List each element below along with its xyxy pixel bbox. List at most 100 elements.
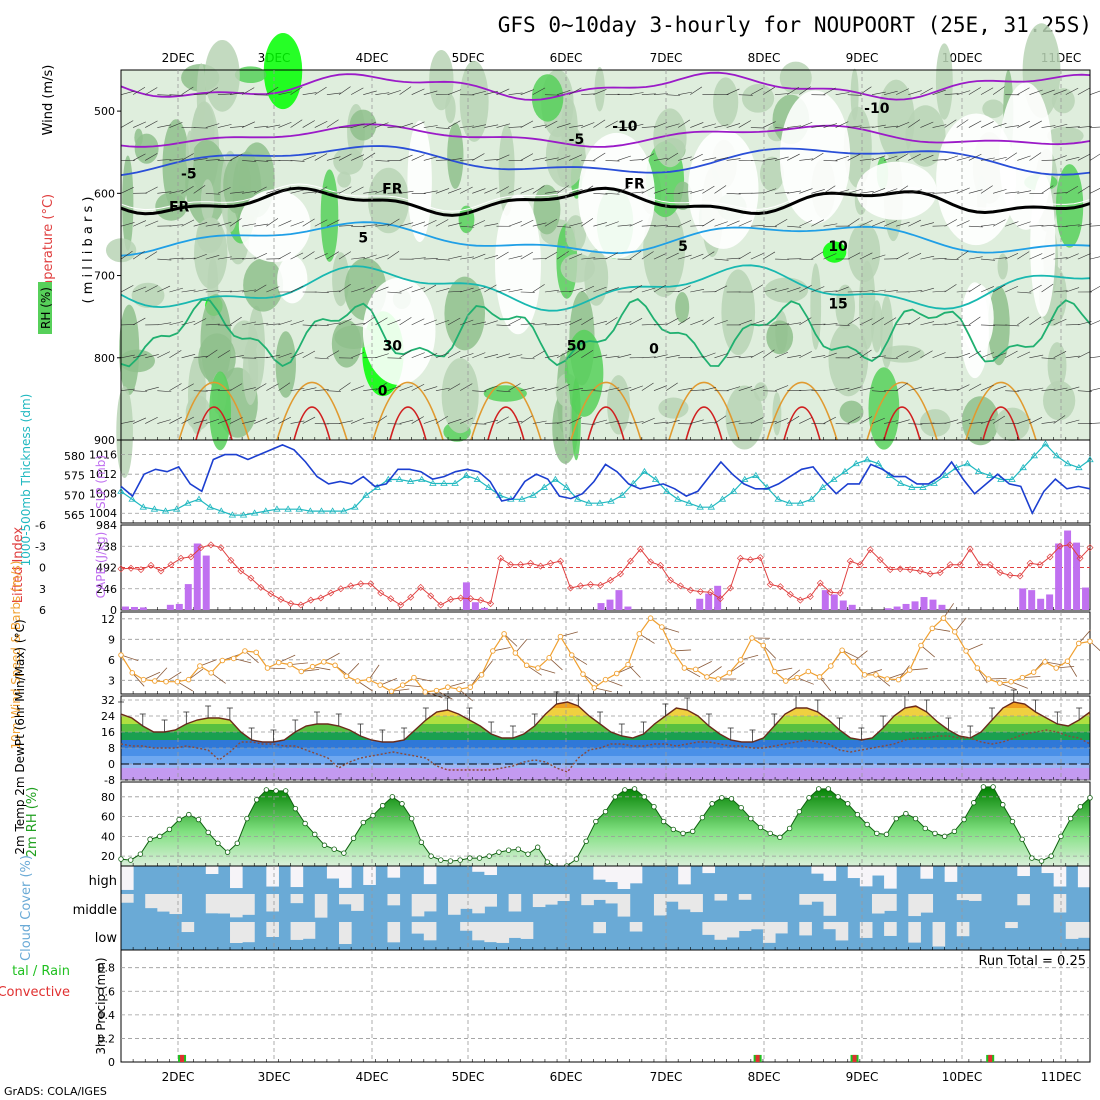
wind-barb [120,388,135,391]
rh-dry-region [779,90,851,224]
date-label-top: 7DEC [650,51,683,65]
wind-barb [920,154,934,161]
lifted-index-point [1086,544,1094,552]
wind-barb [472,321,487,326]
wind-barb [992,352,1007,359]
wind-speed-point [1019,674,1026,681]
wind-barb-10m [594,687,612,693]
wind-barb [508,289,523,293]
wind-barb [326,322,341,326]
wind-barb [254,94,269,96]
wind-barb [1089,153,1100,161]
wind-barb [774,351,789,359]
cloud-gap [266,866,279,887]
wind-barb [205,159,220,161]
cape-bar [884,608,892,610]
wind-barb [302,324,317,327]
wind-barb [775,323,790,326]
wind-barb [350,186,364,194]
wind-speed-point [298,668,305,675]
cloud-gap [617,866,631,889]
wind-barb [653,385,668,391]
cape-bar [839,600,847,610]
cloud-gap [750,922,764,930]
wind-barb-10m [684,667,701,678]
wind-barb [217,256,232,260]
wind-barb [229,355,244,359]
wind-barb [314,86,327,95]
lifted-index-point [1056,542,1064,550]
rh-region [263,33,303,110]
wind-barb [302,350,316,359]
wind-barb [411,88,425,95]
wind-barb-10m [639,633,655,644]
cloud-gap [290,894,304,904]
wind-barb [145,120,158,128]
wind-barb [811,355,826,359]
slp-line [120,444,1091,516]
rh-point [127,857,134,863]
temp-contour-hot [685,406,723,441]
wind-barb [799,258,814,261]
wind-barb [229,290,244,293]
wind-barb [799,351,812,359]
wind-barb-10m [391,688,410,692]
wind-barb [1017,316,1030,326]
cloud-gap [423,866,437,885]
rh-region [429,50,454,111]
thickness-point [752,471,760,478]
lifted-index-point [207,541,215,549]
cape-bar [893,606,901,610]
freezing-level-contour [120,186,1091,217]
cloud-gap [799,922,812,936]
rh-point [951,828,958,835]
wind-barb [145,285,158,293]
wind-barb [738,319,752,326]
thickness-point [139,503,147,510]
wind-barb [702,352,716,359]
rh-region [441,358,479,434]
cloud-gap [387,866,401,878]
wind-barb [787,355,802,359]
wind-barb-10m [627,664,641,678]
wind-barb [266,188,280,194]
wind-barb [132,317,146,326]
cloud-gap [230,866,243,889]
temp-contour-warm [470,381,542,441]
wind-barb [1005,191,1020,194]
wind-barb [157,159,172,161]
wind-barb [884,357,899,359]
temp-contour-warm [668,381,740,441]
wind-barb [932,159,947,161]
wind-barb [1017,221,1031,227]
wind-barb [726,257,741,260]
thickness-point [484,483,493,490]
wind-speed-point [253,649,259,656]
wind-barb [678,156,692,161]
cloud-gap [230,922,243,943]
thickness-point [818,483,827,490]
temp-tick-label: 8 [108,742,115,755]
thickness-point [317,507,326,514]
date-label-top: 2DEC [162,51,195,65]
wind-barb [799,285,812,293]
wind-barb [132,121,147,128]
wind-barb [326,350,340,359]
wind-barb [690,225,705,227]
wind-barb [411,221,426,227]
wind-barb [1017,418,1031,424]
wind-barb [714,285,728,293]
wind-barb [242,223,256,227]
lifted-index-point [277,595,285,603]
slp-tick-label: 1012 [89,468,117,481]
wind-barb [169,350,182,359]
y-tick-label: 900 [94,434,115,447]
wind-barb [617,354,632,359]
lifted-index-point [377,589,385,597]
wind-barb [920,287,934,293]
rh-point [660,818,667,825]
wind-barb [145,386,159,391]
wind-barb [714,185,727,194]
wind-barb [326,219,340,227]
wind-barb [229,316,242,326]
